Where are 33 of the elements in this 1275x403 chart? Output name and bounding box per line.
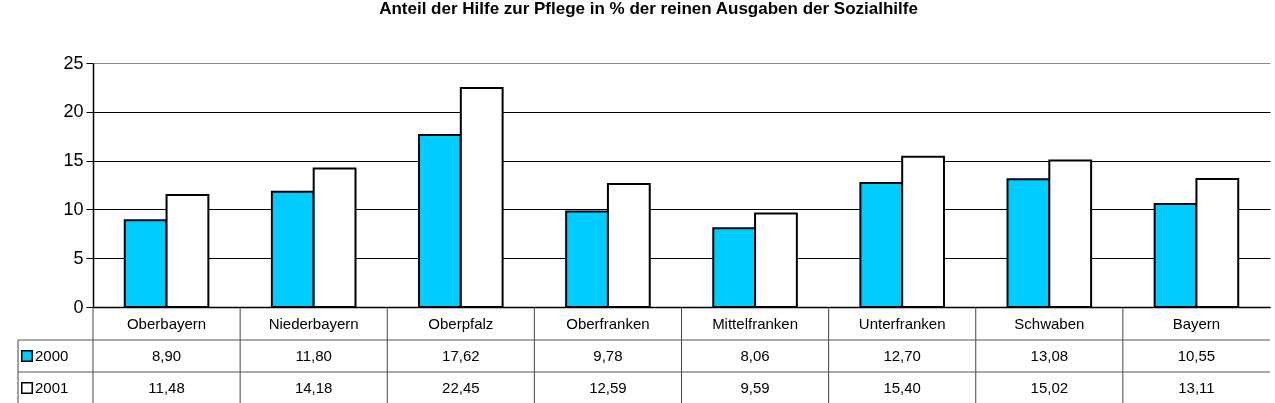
y-tick-label: 0	[73, 296, 84, 317]
data-label: 9,59	[740, 379, 770, 396]
data-label: 13,08	[1030, 347, 1069, 364]
y-tick-label: 20	[63, 101, 84, 122]
data-label: 9,78	[593, 347, 623, 364]
x-tick-label: Bayern	[1172, 314, 1221, 332]
y-tick-label: 5	[73, 247, 84, 268]
x-tick-label: Niederbayern	[268, 314, 359, 332]
data-label: 8,90	[151, 347, 182, 364]
x-tick-label: Schwaben	[1014, 314, 1085, 332]
data-label: 8,06	[740, 347, 770, 364]
x-tick-label: Oberbayern	[126, 314, 207, 332]
x-tick-label: Oberpfalz	[428, 314, 494, 332]
x-tick-label: Oberfranken	[566, 314, 650, 332]
y-tick-label: 15	[63, 150, 84, 171]
chart-title: Anteil der Hilfe zur Pflege in % der reinen Ausgaben der Sozialhilfe	[379, 0, 918, 18]
y-tick-label: 10	[63, 198, 84, 219]
legend-label: 2001	[35, 379, 69, 396]
y-tick-label: 25	[63, 52, 84, 73]
data-label: 22,45	[442, 379, 480, 396]
data-label: 11,48	[148, 379, 185, 396]
legend-label: 2000	[35, 347, 69, 364]
data-label: 12,70	[883, 347, 921, 364]
data-label: 17,62	[442, 347, 480, 364]
data-label: 15,40	[883, 379, 921, 396]
data-label: 15,02	[1030, 379, 1069, 396]
data-label: 13,11	[1178, 379, 1215, 396]
x-tick-label: Unterfranken	[858, 314, 946, 332]
data-label: 10,55	[1177, 347, 1216, 364]
x-tick-label: Mittelfranken	[712, 314, 798, 332]
data-label: 11,80	[295, 347, 332, 364]
data-label: 14,18	[294, 379, 333, 396]
data-label: 12,59	[589, 379, 627, 396]
